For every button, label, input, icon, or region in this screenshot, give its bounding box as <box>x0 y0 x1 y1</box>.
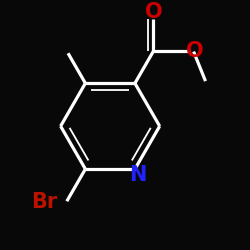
Text: O: O <box>186 41 204 61</box>
Text: N: N <box>130 165 147 185</box>
Text: Br: Br <box>31 192 57 212</box>
Text: O: O <box>145 2 162 22</box>
